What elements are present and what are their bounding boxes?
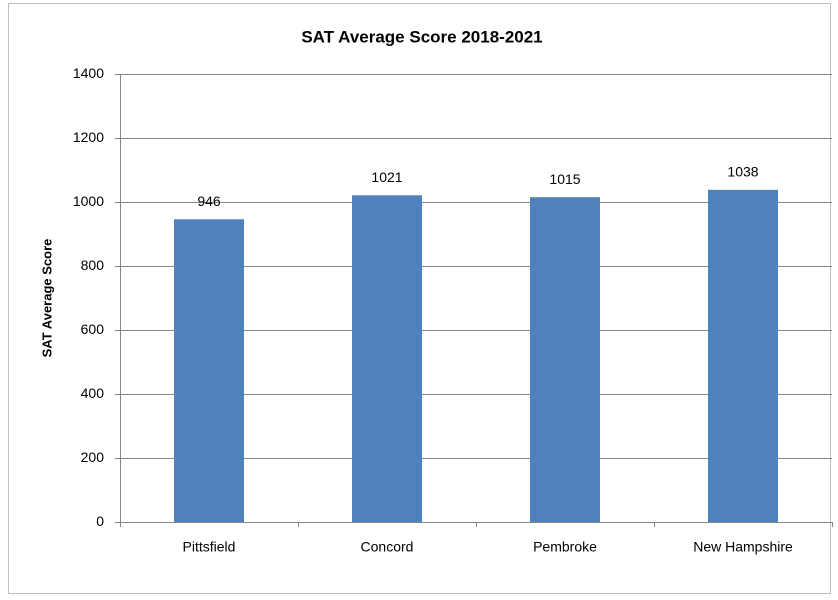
x-tick-label: Concord [361,539,414,555]
bar [530,197,600,522]
data-label: 1021 [371,169,402,185]
data-label: 1038 [727,164,758,180]
y-tick-label: 1200 [73,129,104,145]
y-tick-label: 0 [96,513,104,529]
x-tick-label: Pembroke [533,539,597,555]
x-tick-label: Pittsfield [183,539,236,555]
bar [174,219,244,522]
x-tick-label: New Hampshire [693,539,793,555]
data-label: 946 [197,193,221,209]
bar [352,195,422,522]
y-tick-label: 200 [81,449,105,465]
y-tick-label: 1400 [73,65,104,81]
y-tick-label: 800 [81,257,105,273]
y-tick-label: 400 [81,385,105,401]
bar [708,189,778,522]
data-label: 1015 [549,171,580,187]
chart-title: SAT Average Score 2018-2021 [301,27,542,46]
y-tick-label: 600 [81,321,105,337]
y-axis-label: SAT Average Score [39,239,54,358]
y-tick-label: 1000 [73,193,104,209]
